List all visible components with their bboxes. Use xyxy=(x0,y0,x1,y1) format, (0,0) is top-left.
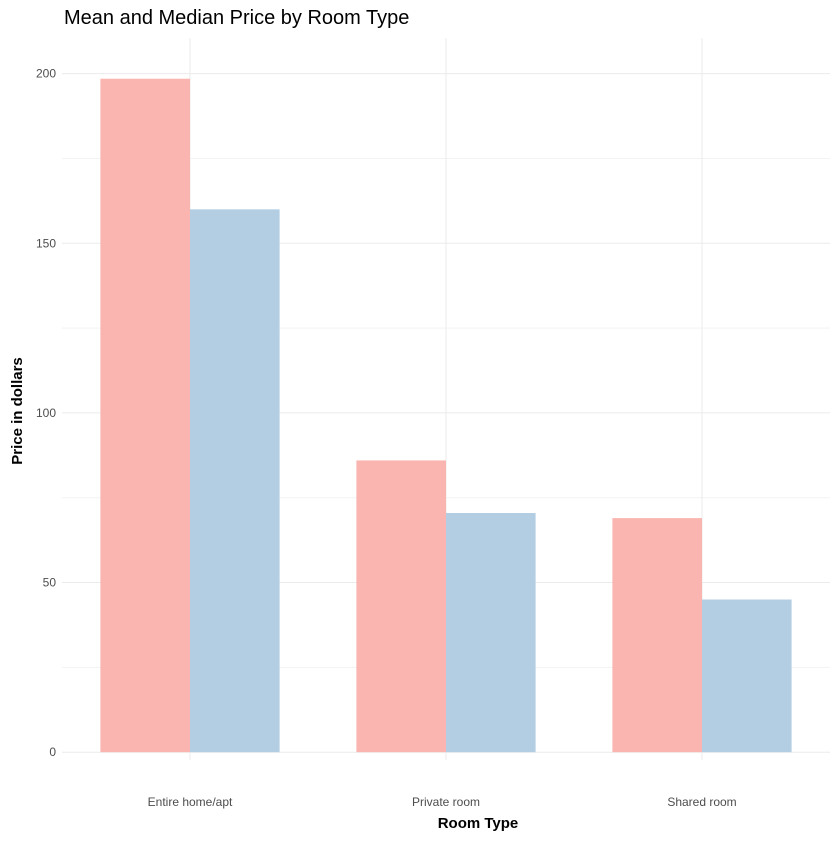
chart-title: Mean and Median Price by Room Type xyxy=(64,7,410,29)
bar-series-1-1 xyxy=(356,460,446,753)
y-axis-title: Price in dollars xyxy=(9,357,26,465)
bar-series-2-0 xyxy=(190,209,280,753)
y-tick-label: 200 xyxy=(36,67,56,81)
bar-series-1-0 xyxy=(100,78,190,753)
bar-series-1-2 xyxy=(612,518,702,753)
y-tick-label: 150 xyxy=(36,236,56,250)
y-tick-label: 50 xyxy=(43,576,57,590)
y-tick-label: 100 xyxy=(36,406,56,420)
x-tick-label: Entire home/apt xyxy=(148,795,233,809)
x-axis-title: Room Type xyxy=(438,815,519,832)
y-tick-label: 0 xyxy=(49,745,56,759)
bar-series-2-2 xyxy=(702,599,792,753)
x-tick-label: Shared room xyxy=(667,795,736,809)
x-tick-label: Private room xyxy=(412,795,480,809)
bar-series-2-1 xyxy=(446,513,536,753)
